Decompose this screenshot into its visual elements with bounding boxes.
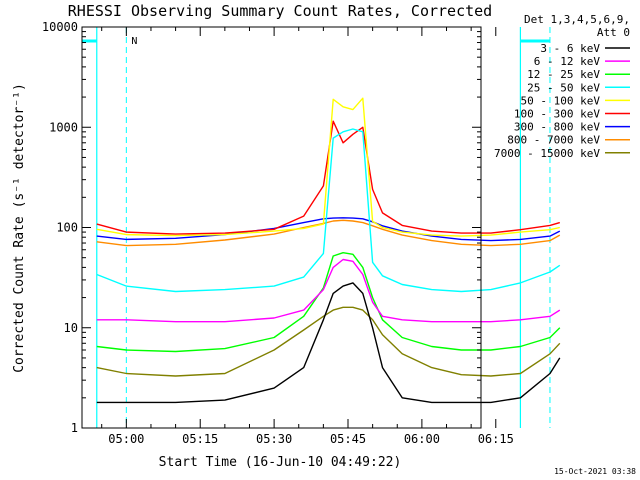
series-line-800-7000-kev — [96, 219, 561, 247]
chart-title: RHESSI Observing Summary Count Rates, Co… — [68, 2, 492, 20]
x-tick-label: 06:15 — [478, 432, 514, 446]
series-line-3-6-kev — [96, 282, 561, 404]
y-tick-label: 1000 — [49, 120, 78, 134]
legend-label: 800 - 7000 keV — [507, 134, 600, 147]
flag-label: N — [131, 36, 137, 47]
y-tick-label: 100 — [56, 221, 78, 235]
series-line-7000-15000-kev — [96, 306, 561, 377]
legend-label: 50 - 100 keV — [521, 94, 601, 107]
series-line-12-25-kev — [96, 251, 561, 353]
legend-header-line-1: Det 1,3,4,5,6,9, — [524, 13, 630, 26]
y-tick-label: 10 — [64, 321, 78, 335]
legend-label: 7000 - 15000 keV — [494, 147, 600, 160]
series-line-100-300-kev — [96, 120, 560, 235]
timestamp: 15-Oct-2021 03:38 — [554, 467, 636, 476]
x-tick-label: 05:15 — [182, 432, 218, 446]
legend-label: 300 - 800 keV — [514, 121, 600, 134]
y-tick-label: 10000 — [42, 20, 78, 34]
legend-label: 6 - 12 keV — [534, 55, 601, 68]
legend-header-line-2: Att 0 — [597, 26, 630, 39]
x-tick-label: 06:00 — [404, 432, 440, 446]
y-tick-label: 1 — [71, 421, 78, 435]
legend-label: 3 - 6 keV — [540, 42, 600, 55]
legend-label: 25 - 50 keV — [527, 81, 600, 94]
x-tick-label: 05:30 — [256, 432, 292, 446]
series-line-50-100-kev — [96, 97, 560, 237]
x-tick-label: 05:45 — [330, 432, 366, 446]
x-tick-label: 05:00 — [108, 432, 144, 446]
series-line-300-800-kev — [96, 217, 561, 242]
x-axis-label: Start Time (16-Jun-10 04:49:22) — [159, 455, 402, 470]
axis-layer: 1 10 100 1000 10000 05:00 05:15 05:30 05:45 06:00… — [42, 20, 514, 446]
series-line-25-50-kev — [96, 128, 561, 293]
series-line-6-12-kev — [96, 258, 561, 323]
legend-label: 100 - 300 keV — [514, 108, 600, 121]
series-layer: N — [82, 27, 561, 428]
y-axis-label: Corrected Count Rate (s⁻¹ detector⁻¹) — [12, 83, 27, 373]
legend-label: 12 - 25 keV — [527, 68, 600, 81]
